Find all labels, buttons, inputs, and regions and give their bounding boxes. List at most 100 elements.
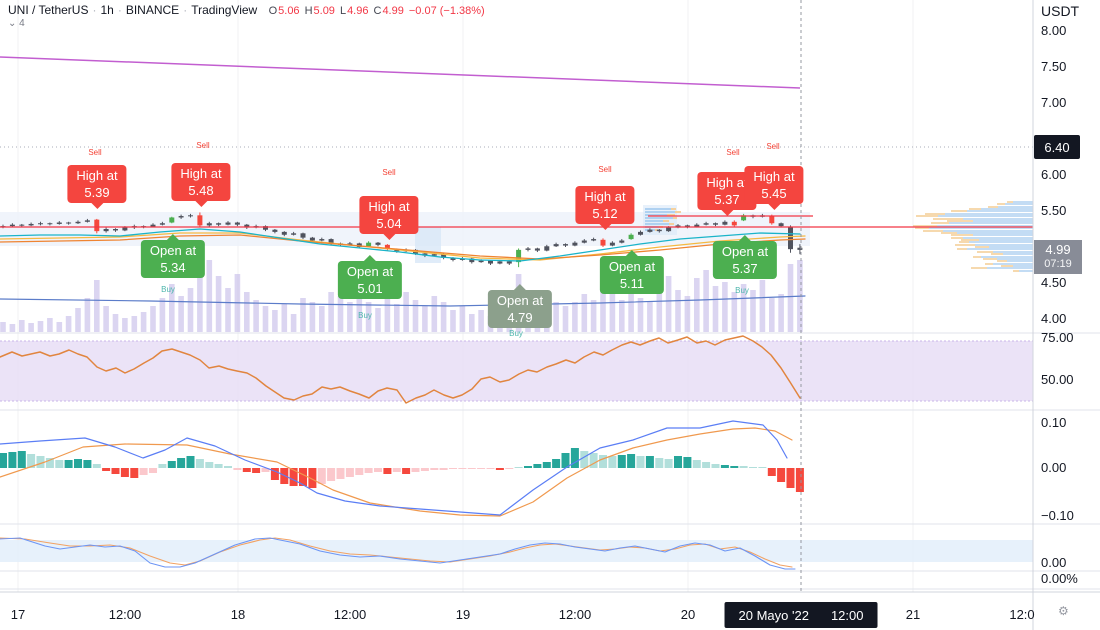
interval-selector[interactable]: 1h [100, 3, 114, 17]
sell-marker-label: Sell [598, 165, 612, 174]
exchange-label: BINANCE [125, 3, 180, 17]
volume-bar [665, 276, 672, 332]
time-axis-tick: 12:0 [1009, 607, 1035, 622]
macd-histogram-bar [664, 459, 673, 468]
macd-histogram-bar [120, 468, 129, 477]
volume-profile-bar [957, 232, 1033, 234]
symbol-header: UNI / TetherUS · 1h · BINANCE · TradingView O5… [8, 3, 485, 17]
time-axis-tick: 12:00 [333, 607, 367, 622]
price-axis-tick: 7.00 [1041, 95, 1067, 110]
volume-bar [347, 302, 353, 332]
macd-histogram-bar [92, 464, 101, 468]
volume-profile-bar [967, 210, 1033, 212]
macd-histogram-bar [627, 454, 636, 468]
macd-histogram-bar [636, 456, 645, 468]
volume-bar [197, 266, 203, 332]
buy-marker-label: Buy [358, 311, 372, 320]
volume-bar [469, 314, 475, 332]
volume-profile-bar [1005, 203, 1033, 205]
volume-bar [47, 318, 53, 332]
volume-profile-bar [943, 230, 1033, 232]
volume-profile-bar [923, 230, 943, 232]
mini-profile-bar [645, 211, 675, 213]
volume-bar [703, 270, 709, 332]
volume-profile-bar [925, 213, 945, 215]
mini-profile-bar [645, 214, 667, 216]
candle-body [694, 224, 700, 227]
volume-profile-bar [973, 220, 1033, 222]
candle-body [797, 247, 803, 250]
volume-bar [647, 302, 653, 332]
mini-profile-bar [671, 208, 676, 210]
buy-marker-label: Buy [735, 286, 749, 295]
macd-histogram-bar [186, 456, 195, 468]
volume-bar [131, 316, 138, 332]
volume-profile-bar [997, 260, 1007, 262]
macd-histogram-bar [205, 462, 214, 468]
volume-bar [637, 298, 644, 332]
macd-histogram-bar [233, 468, 242, 470]
macd-histogram-bar [402, 468, 411, 474]
time-axis-settings-gear-icon[interactable]: ⚙ [1058, 604, 1069, 618]
candle-body [38, 223, 43, 225]
volume-bar [225, 288, 231, 332]
symbol-title[interactable]: UNI / TetherUS [8, 3, 89, 17]
ohlc-readout: O5.06 H5.09 L4.96 C4.99 −0.07 (−1.38%) [268, 5, 485, 17]
volume-bar [9, 324, 16, 332]
candle-body [188, 215, 193, 217]
volume-bar [759, 280, 766, 332]
macd-histogram-bar [345, 468, 354, 477]
candle-body [375, 242, 381, 245]
volume-profile-bar [955, 244, 975, 246]
volume-profile-bar [973, 234, 1033, 236]
sell-signal-callout: High at 5.45 [744, 166, 804, 210]
volume-bar [75, 308, 81, 332]
macd-histogram-bar [252, 468, 261, 473]
candle-body [216, 223, 222, 225]
volume-bar [769, 298, 775, 332]
volume-profile-bar [929, 227, 1033, 229]
candle-body [553, 244, 559, 247]
last-price-value: 4.99 [1045, 242, 1071, 257]
volume-profile-bar [913, 225, 937, 227]
macd-histogram-bar [149, 468, 157, 473]
volume-bar [422, 306, 428, 332]
buy-signal-callout: Open at 4.79 [487, 284, 553, 328]
buy-signal-callout: Open at 5.37 [712, 235, 778, 279]
volume-profile-bar [981, 256, 1033, 258]
macd-histogram-bar [420, 468, 429, 471]
volume-bar [253, 300, 259, 332]
volume-bar [328, 292, 334, 332]
volume-profile-bar [915, 227, 929, 229]
candle-body [741, 215, 747, 221]
volume-bar [65, 316, 72, 332]
volume-bar [122, 318, 128, 332]
macd-histogram-bar [552, 459, 561, 468]
macd-histogram-bar [64, 460, 73, 468]
macd-histogram-bar [374, 468, 382, 472]
macd-histogram-bar [702, 462, 711, 468]
mini-profile-bar [645, 223, 669, 225]
macd-histogram-bar [505, 468, 514, 469]
candle-body [722, 221, 728, 225]
macd-histogram-bar [439, 468, 448, 470]
macd-histogram-bar [0, 453, 7, 468]
volume-profile-bar [1001, 265, 1013, 267]
volume-profile-bar [991, 253, 1003, 255]
indicator-collapse-control[interactable]: ⌄ 4 [8, 18, 25, 29]
volume-bar [37, 321, 44, 332]
macd-histogram-bar [692, 460, 701, 468]
candle-body [628, 234, 634, 240]
volume-profile-bar [997, 203, 1005, 205]
volume-profile-bar [988, 206, 998, 208]
mini-profile-bar [645, 220, 663, 222]
volume-profile-bar [961, 239, 979, 241]
macd-histogram-bar [730, 466, 739, 468]
volume-profile-bar [973, 256, 981, 258]
candle-body [506, 261, 512, 264]
candle-body [47, 223, 53, 225]
stoch-band [0, 540, 1033, 562]
candle-body [581, 240, 587, 243]
macd-histogram-bar [102, 468, 111, 471]
